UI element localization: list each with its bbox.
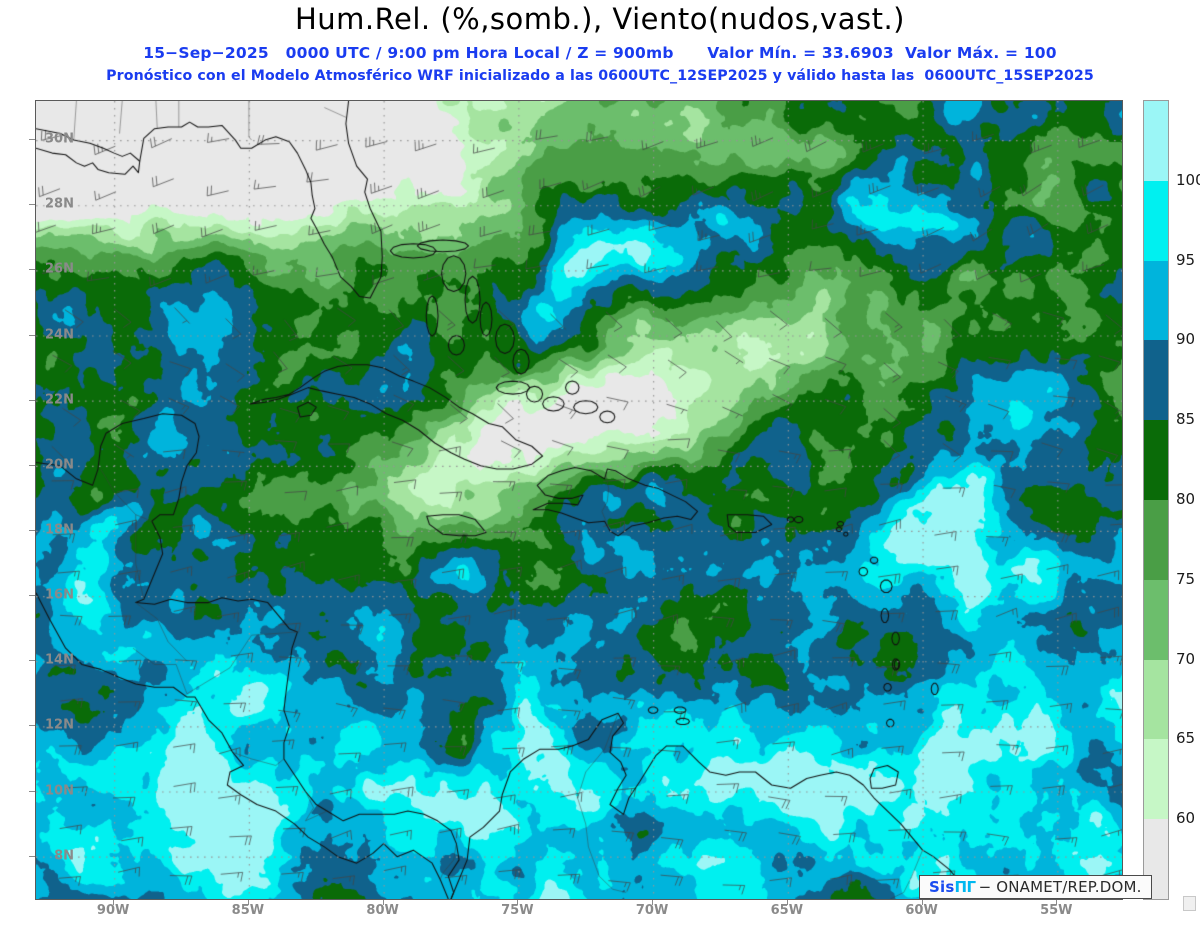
- y-tick-28N: 28N: [45, 196, 74, 212]
- logo-sis-text: Sis: [929, 878, 955, 896]
- map-plot-area[interactable]: [35, 100, 1123, 900]
- colorbar-band-1: [1144, 739, 1168, 820]
- chart-header: Hum.Rel. (%,somb.), Viento(nudos,vast.) …: [0, 0, 1200, 96]
- colorbar-label-65: 65: [1176, 729, 1196, 748]
- y-tick-10N: 10N: [45, 783, 74, 798]
- x-tick-mark-75W: [517, 900, 519, 905]
- logo-separator: −: [978, 878, 992, 896]
- y-tick-8N: 8N: [54, 848, 74, 864]
- x-tick-75W: 75W: [501, 903, 534, 918]
- x-tick-60W: 60W: [905, 903, 938, 918]
- x-tick-65W: 65W: [770, 903, 804, 918]
- colorbar-band-2: [1144, 659, 1168, 740]
- x-tick-55W: 55W: [1040, 903, 1073, 918]
- logo-tt-text: ΠΓ: [954, 878, 976, 896]
- colorbar[interactable]: [1143, 100, 1169, 900]
- colorbar-band-8: [1144, 180, 1168, 261]
- y-tick-mark-18N: [29, 529, 35, 531]
- y-tick-mark-26N: [29, 269, 35, 271]
- y-tick-14N: 14N: [45, 652, 74, 668]
- attribution-logo: Sis ΠΓ − ONAMET/REP.DOM.: [919, 875, 1152, 899]
- subtitle-model-info: Pronóstico con el Modelo Atmosférico WRF…: [106, 68, 1094, 84]
- colorbar-band-3: [1144, 579, 1168, 660]
- colorbar-label-60: 60: [1176, 809, 1196, 828]
- corner-scroll-nub[interactable]: [1183, 896, 1196, 911]
- x-tick-70W: 70W: [635, 903, 669, 918]
- x-tick-mark-55W: [1056, 900, 1058, 905]
- x-tick-mark-60W: [921, 900, 923, 905]
- gridline-layer: [36, 101, 1122, 899]
- x-tick-mark-90W: [113, 900, 115, 905]
- x-tick-mark-80W: [382, 900, 384, 905]
- y-tick-26N: 26N: [45, 261, 74, 277]
- y-tick-mark-24N: [29, 334, 35, 336]
- x-tick-85W: 85W: [231, 903, 265, 918]
- y-tick-mark-28N: [29, 204, 35, 206]
- y-tick-24N: 24N: [45, 327, 74, 342]
- colorbar-label-85: 85: [1176, 410, 1196, 429]
- colorbar-band-5: [1144, 420, 1168, 501]
- y-tick-mark-14N: [29, 660, 35, 662]
- x-tick-mark-85W: [247, 900, 249, 905]
- x-tick-mark-70W: [652, 900, 654, 905]
- logo-organization: ONAMET/REP.DOM.: [996, 878, 1142, 896]
- y-tick-mark-20N: [29, 464, 35, 466]
- x-tick-mark-65W: [786, 900, 788, 905]
- y-tick-22N: 22N: [45, 392, 74, 408]
- colorbar-label-75: 75: [1176, 569, 1196, 588]
- y-tick-12N: 12N: [45, 717, 74, 733]
- y-tick-30N: 30N: [45, 131, 74, 147]
- y-tick-20N: 20N: [45, 457, 74, 473]
- colorbar-band-6: [1144, 340, 1168, 421]
- colorbar-band-7: [1144, 260, 1168, 341]
- colorbar-band-4: [1144, 500, 1168, 580]
- y-tick-16N: 16N: [45, 587, 74, 603]
- x-tick-80W: 80W: [366, 903, 399, 918]
- colorbar-label-70: 70: [1176, 649, 1196, 668]
- colorbar-band-9: [1144, 101, 1168, 181]
- y-tick-mark-16N: [29, 595, 35, 597]
- page-title: Hum.Rel. (%,somb.), Viento(nudos,vast.): [295, 2, 905, 36]
- y-tick-mark-30N: [29, 139, 35, 141]
- y-tick-mark-10N: [29, 790, 35, 792]
- y-tick-mark-8N: [29, 855, 35, 857]
- y-tick-mark-22N: [29, 399, 35, 401]
- colorbar-label-90: 90: [1176, 330, 1196, 349]
- y-tick-mark-12N: [29, 725, 35, 727]
- colorbar-label-80: 80: [1176, 490, 1196, 508]
- x-tick-90W: 90W: [96, 903, 130, 918]
- colorbar-label-100: 100: [1176, 170, 1200, 189]
- y-tick-18N: 18N: [45, 522, 74, 538]
- colorbar-label-95: 95: [1176, 250, 1196, 269]
- subtitle-run-info: 15−Sep−2025 0000 UTC / 9:00 pm Hora Loca…: [143, 44, 1057, 62]
